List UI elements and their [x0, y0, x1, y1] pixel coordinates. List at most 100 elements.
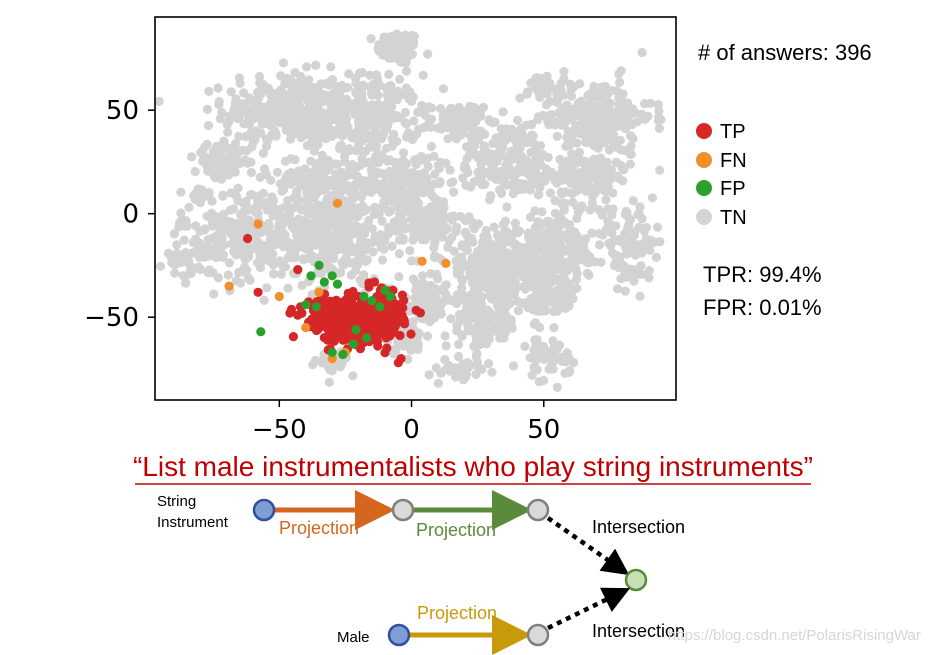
point-tn	[515, 93, 525, 103]
point-tn	[656, 114, 666, 125]
series-tn	[155, 29, 666, 392]
point-tn	[607, 228, 617, 238]
point-tn	[349, 203, 359, 213]
point-tn	[333, 245, 343, 255]
projection-label-3: Projection	[417, 603, 497, 623]
point-tn	[455, 211, 465, 222]
point-tn	[550, 253, 561, 263]
point-tn	[535, 183, 545, 193]
point-tn	[555, 154, 565, 164]
point-tn	[254, 71, 265, 82]
point-tn	[357, 229, 368, 239]
point-tn	[413, 179, 423, 190]
point-tn	[324, 158, 334, 168]
anchor-node-string-instrument	[252, 498, 276, 522]
point-tn	[388, 173, 398, 183]
point-tn	[485, 153, 495, 163]
point-tn	[306, 229, 316, 239]
series-tp	[243, 233, 425, 368]
point-tn	[550, 120, 560, 130]
point-tn	[234, 131, 244, 141]
point-tn	[529, 345, 539, 355]
point-tn	[352, 212, 362, 222]
query-diagram: String Instrument Projection Projection …	[157, 490, 685, 655]
point-tn	[433, 378, 443, 388]
point-tn	[644, 266, 654, 276]
point-tn	[391, 346, 401, 356]
point-tn	[614, 262, 624, 273]
point-tn	[400, 30, 410, 40]
point-tn	[179, 235, 189, 245]
point-tn	[404, 175, 414, 185]
point-tn	[582, 108, 592, 118]
point-tn	[572, 138, 582, 148]
point-tn	[525, 353, 535, 363]
point-tn	[426, 114, 437, 124]
point-tn	[449, 246, 459, 256]
point-tn	[601, 120, 611, 130]
point-tn	[495, 315, 505, 325]
point-tn	[532, 354, 542, 364]
point-tn	[305, 121, 315, 131]
point-tn	[436, 368, 446, 378]
answer-count: # of answers: 396	[698, 40, 872, 65]
point-tn	[537, 219, 547, 230]
point-tn	[296, 166, 306, 176]
point-tn	[559, 275, 569, 285]
point-tn	[516, 124, 526, 134]
legend-label-fn: FN	[720, 150, 747, 172]
point-tn	[254, 191, 264, 201]
point-tn	[394, 249, 404, 259]
point-tn	[469, 284, 480, 294]
point-tn	[607, 221, 618, 231]
point-tn	[217, 233, 227, 243]
point-tn	[215, 223, 225, 233]
point-tn	[451, 256, 461, 266]
point-tp	[365, 311, 375, 321]
point-tn	[526, 294, 536, 304]
point-tn	[283, 95, 293, 105]
point-tp	[380, 348, 390, 358]
point-tn	[394, 272, 404, 282]
point-tn	[414, 170, 424, 180]
point-tn	[311, 240, 321, 250]
point-tp	[389, 307, 399, 317]
point-tn	[267, 109, 278, 119]
point-tn	[475, 109, 486, 120]
point-tn	[641, 223, 652, 233]
point-tn	[337, 131, 347, 141]
point-tn	[570, 177, 580, 187]
point-tn	[535, 92, 545, 102]
point-tn	[280, 156, 291, 166]
point-tn	[329, 253, 339, 264]
point-tn	[353, 259, 363, 269]
point-tn	[512, 115, 523, 125]
point-tn	[329, 97, 339, 107]
point-tn	[604, 134, 614, 144]
point-tn	[474, 320, 484, 330]
anchor-node-male	[387, 623, 411, 647]
point-tn	[549, 223, 560, 233]
point-tn	[640, 99, 650, 109]
point-tn	[235, 225, 245, 235]
point-tn	[478, 247, 488, 257]
point-tn	[487, 240, 497, 251]
point-tn	[369, 209, 379, 220]
point-tn	[434, 179, 444, 189]
point-tp	[395, 330, 405, 341]
point-tp	[398, 303, 408, 313]
point-tn	[259, 295, 269, 305]
point-tn	[535, 322, 545, 333]
point-tn	[251, 126, 261, 136]
point-tn	[652, 222, 663, 232]
legend-marker-fn	[696, 152, 712, 168]
point-tn	[384, 69, 394, 79]
point-tn	[420, 207, 430, 218]
point-tn	[306, 156, 316, 166]
point-tn	[585, 205, 595, 215]
point-tn	[586, 126, 596, 137]
point-tn	[446, 119, 456, 129]
point-tn	[255, 227, 265, 238]
point-tn	[593, 173, 603, 183]
point-tn	[358, 201, 368, 212]
